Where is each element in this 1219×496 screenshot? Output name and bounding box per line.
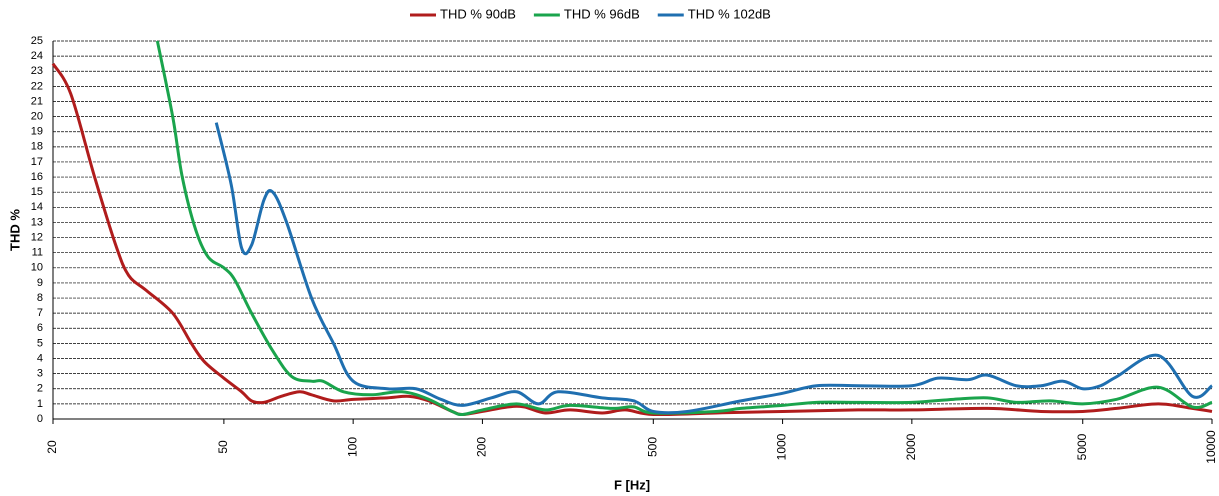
y-tick-label: 5 <box>37 337 43 349</box>
x-tick-label: 2000 <box>904 433 918 460</box>
series-line <box>155 40 1213 417</box>
y-tick-label: 3 <box>37 368 43 380</box>
y-tick-label: 7 <box>37 307 43 319</box>
y-tick-label: 9 <box>37 277 43 289</box>
x-tick-label: 1000 <box>775 433 789 460</box>
y-tick-label: 23 <box>31 65 43 77</box>
y-tick-label: 16 <box>31 171 43 183</box>
y-tick-label: 2 <box>37 383 43 395</box>
y-tick-label: 22 <box>31 80 43 92</box>
legend-label: THD % 90dB <box>440 6 516 21</box>
x-tick-label: 10000 <box>1204 430 1218 464</box>
y-tick-label: 11 <box>32 247 43 259</box>
y-tick-label: 25 <box>31 35 43 47</box>
y-tick-label: 14 <box>31 201 43 213</box>
y-tick-label: 6 <box>37 322 43 334</box>
y-tick-label: 17 <box>31 156 43 168</box>
x-tick-label: 200 <box>475 437 489 457</box>
y-tick-label: 15 <box>31 186 43 198</box>
y-tick-label: 19 <box>31 126 43 138</box>
series-line <box>214 122 1213 415</box>
y-tick-label: 8 <box>37 292 43 304</box>
y-tick-label: 12 <box>31 231 43 243</box>
x-tick-label: 50 <box>216 440 230 454</box>
y-axis-label: THD % <box>7 209 22 251</box>
y-tick-label: 4 <box>37 352 43 364</box>
x-axis-label: F [Hz] <box>614 477 650 492</box>
x-tick-label: 5000 <box>1075 433 1089 460</box>
x-tick-label: 100 <box>345 437 359 457</box>
y-tick-label: 13 <box>31 216 43 228</box>
y-tick-label: 20 <box>31 111 43 123</box>
legend-label: THD % 96dB <box>564 6 640 21</box>
y-tick-label: 10 <box>31 262 43 274</box>
y-tick-label: 1 <box>37 398 43 410</box>
y-tick-label: 21 <box>31 95 43 107</box>
x-tick-label: 500 <box>645 437 659 457</box>
y-tick-label: 24 <box>31 50 43 62</box>
legend-label: THD % 102dB <box>688 6 771 21</box>
y-tick-label: 0 <box>37 413 43 425</box>
x-tick-label: 20 <box>45 440 59 454</box>
y-tick-label: 18 <box>31 141 43 153</box>
